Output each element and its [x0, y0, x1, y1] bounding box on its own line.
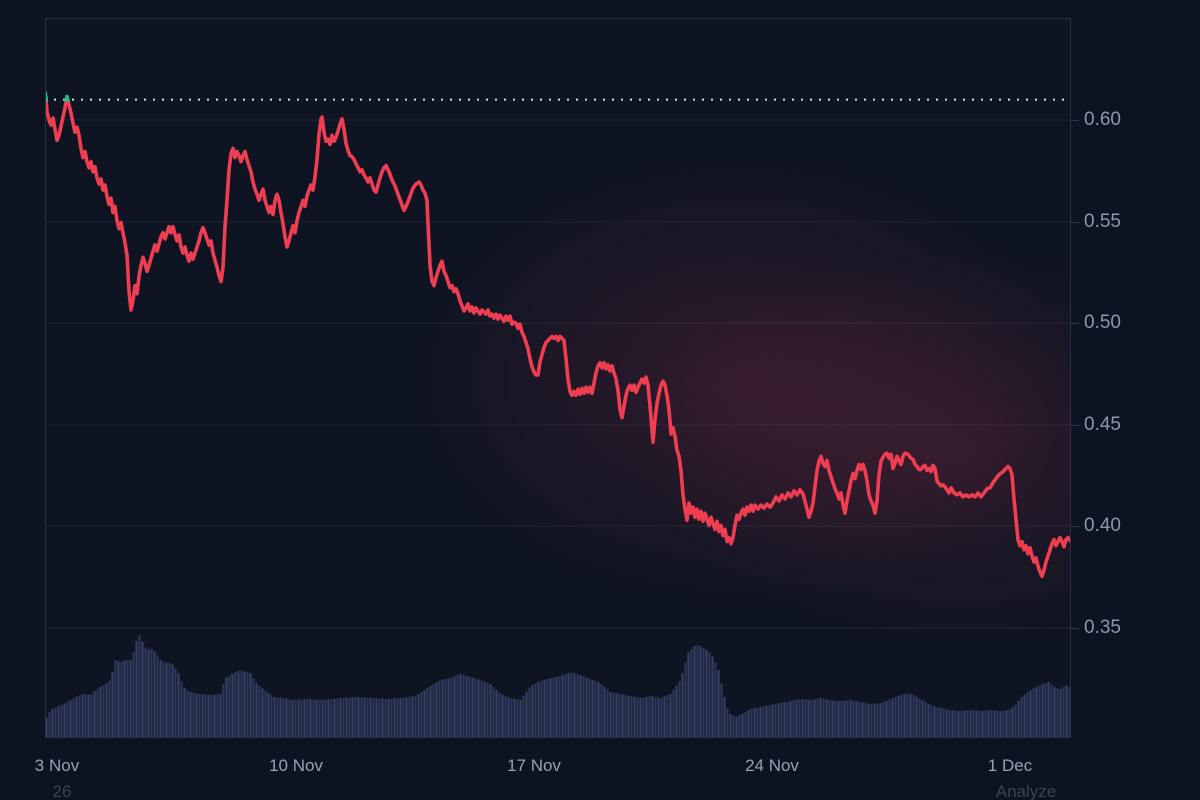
y-axis-tick-label: 0.55	[1084, 211, 1121, 232]
x-axis-tick-label: 1 Dec	[987, 756, 1033, 775]
y-axis-tick-mark	[1071, 628, 1079, 629]
y-axis-tick-label: 0.60	[1084, 109, 1121, 130]
y-axis-tick-label: 0.50	[1084, 312, 1121, 333]
y-axis-tick-label: 0.40	[1084, 515, 1121, 536]
x-axis-tick-label: 24 Nov	[745, 756, 799, 775]
volume-bars	[45, 635, 1071, 738]
chart-canvas	[45, 18, 1071, 738]
y-axis-tick-mark	[1071, 323, 1079, 324]
y-axis-tick-mark	[1071, 120, 1079, 121]
y-axis-tick-mark	[1071, 222, 1079, 223]
x-axis-tick-label: 10 Nov	[269, 756, 323, 775]
price-line-down	[45, 90, 1071, 578]
background-glow	[410, 155, 1071, 650]
y-axis-tick-mark	[1071, 425, 1079, 426]
y-axis-tick-label: 0.45	[1084, 414, 1121, 435]
x-axis-tick-label: 17 Nov	[507, 756, 561, 775]
grid-lines	[45, 119, 1071, 629]
y-axis-tick-label: 0.35	[1084, 617, 1121, 638]
y-axis-tick-mark	[1071, 526, 1079, 527]
secondary-date-label: 26	[52, 782, 72, 800]
x-axis-tick-label: 3 Nov	[34, 756, 80, 775]
plot-border	[45, 18, 1071, 738]
analyze-button-clipped[interactable]: Analyze	[995, 782, 1057, 800]
chart-plot-area[interactable]	[45, 18, 1071, 738]
